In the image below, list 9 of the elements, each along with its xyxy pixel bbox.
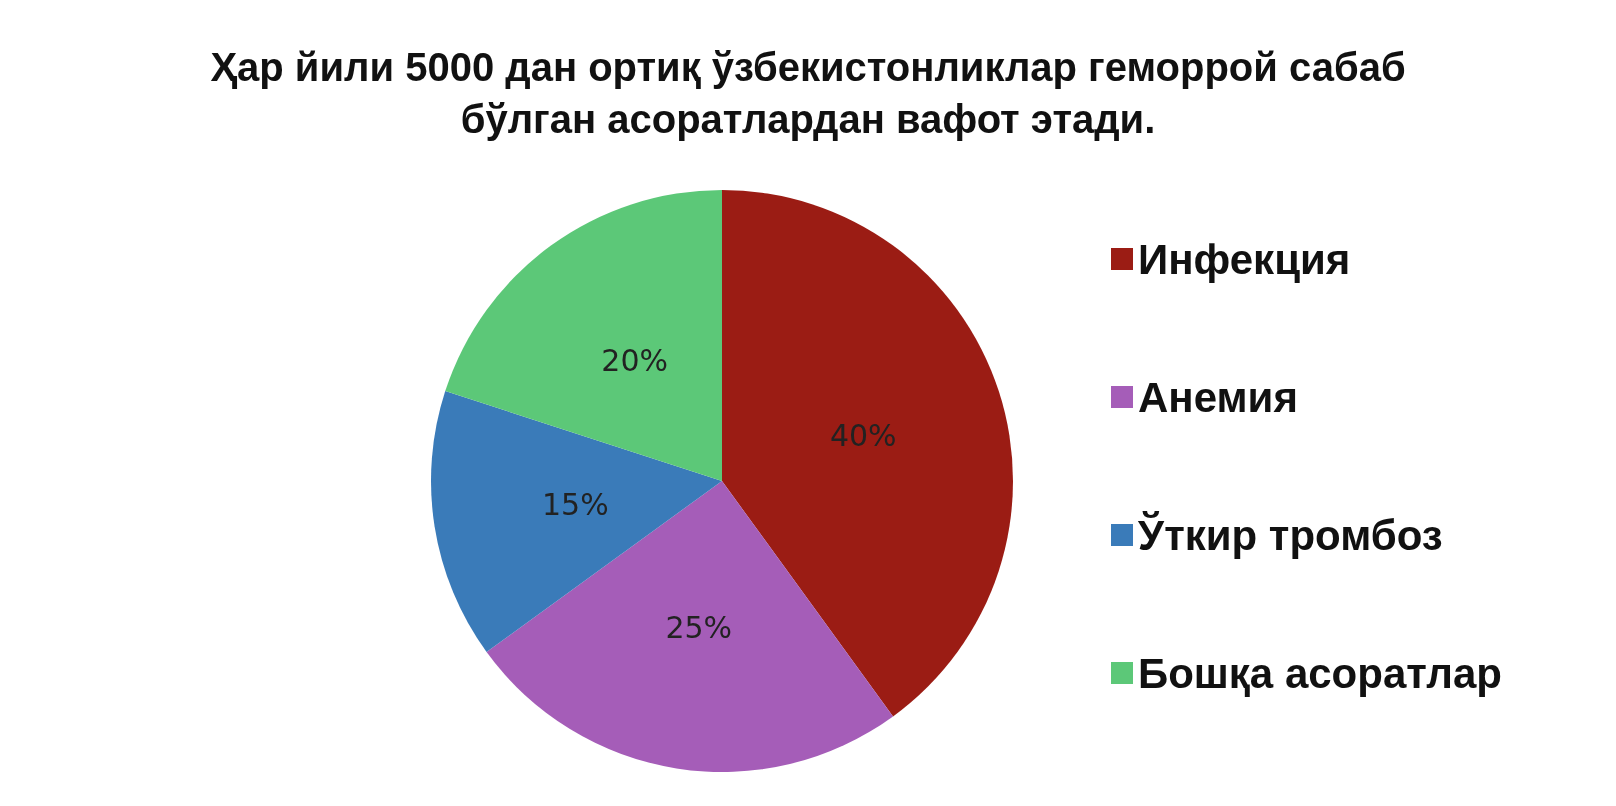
legend-label: Бошқа асоратлар bbox=[1138, 649, 1502, 697]
legend-label: Инфекция bbox=[1138, 235, 1351, 283]
data-label: 25% bbox=[665, 610, 733, 646]
data-label: 20% bbox=[601, 343, 669, 379]
data-label: 15% bbox=[541, 486, 609, 522]
data-label: 40% bbox=[829, 417, 897, 453]
legend-label: Анемия bbox=[1138, 373, 1298, 421]
chart-title: Ҳар йили 5000 дан ортиқ ўзбекистонликлар геморрой сабаб бўлган асоратлардан вафот этади. bbox=[210, 45, 1406, 141]
legend-label: Ўткир тромбоз bbox=[1137, 510, 1443, 559]
